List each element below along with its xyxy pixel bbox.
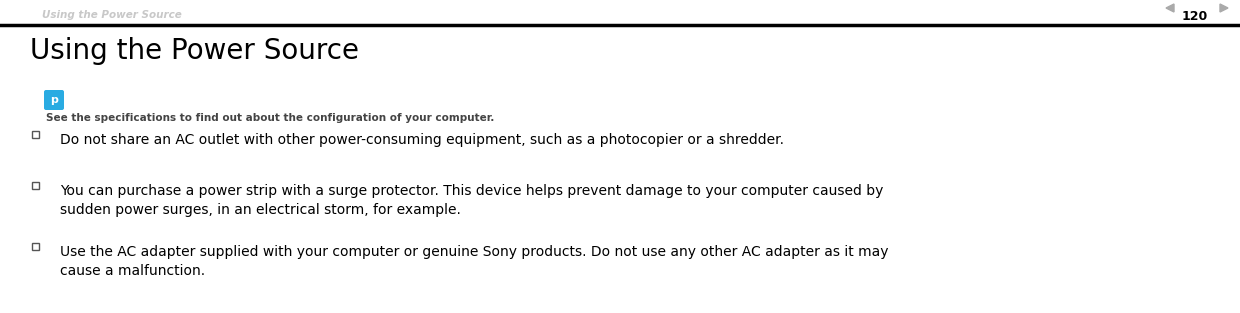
- Polygon shape: [1220, 4, 1228, 12]
- Text: Using the Power Source: Using the Power Source: [30, 37, 360, 65]
- Text: p: p: [50, 95, 58, 105]
- Text: You can purchase a power strip with a surge protector. This device helps prevent: You can purchase a power strip with a su…: [60, 184, 883, 217]
- FancyBboxPatch shape: [43, 90, 64, 110]
- Text: See the specifications to find out about the configuration of your computer.: See the specifications to find out about…: [46, 113, 495, 123]
- Text: 120: 120: [1182, 10, 1208, 23]
- Text: Using the Power Source: Using the Power Source: [42, 10, 182, 20]
- Text: Use the AC adapter supplied with your computer or genuine Sony products. Do not : Use the AC adapter supplied with your co…: [60, 245, 889, 278]
- Polygon shape: [1166, 4, 1174, 12]
- Text: Do not share an AC outlet with other power-consuming equipment, such as a photoc: Do not share an AC outlet with other pow…: [60, 133, 784, 147]
